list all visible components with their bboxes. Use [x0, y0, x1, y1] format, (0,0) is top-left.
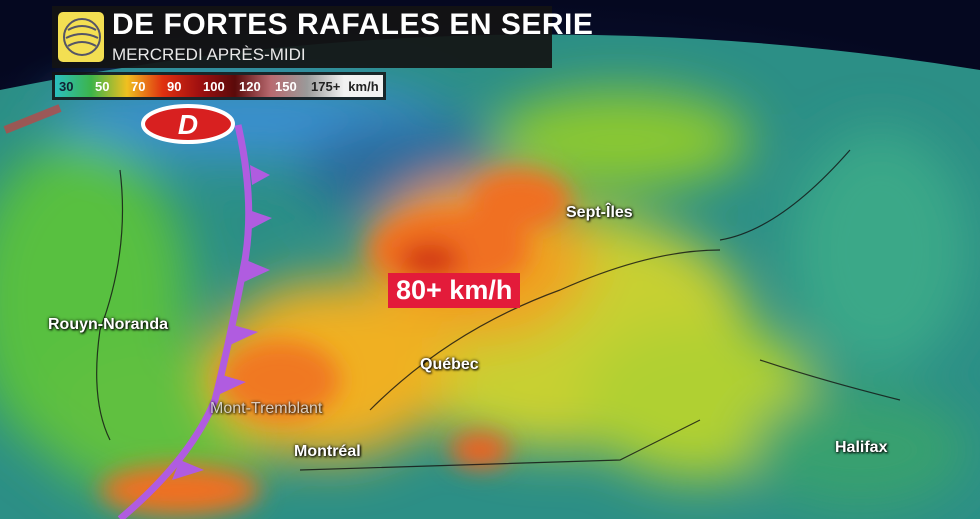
wind-speed-legend: 30 50 70 90 100 120 150 175+ km/h	[52, 72, 386, 100]
city-mont-tremblant: Mont-Tremblant	[210, 400, 323, 417]
city-quebec: Québec	[420, 356, 479, 373]
legend-item: 100	[199, 75, 235, 97]
low-pressure-symbol: D	[141, 104, 235, 144]
city-halifax: Halifax	[835, 439, 888, 456]
map-title: DE FORTES RAFALES EN SERIE	[112, 8, 594, 41]
cold-front	[117, 124, 253, 519]
legend-item: 150	[271, 75, 307, 97]
title-panel: DE FORTES RAFALES EN SERIE MERCREDI APRÈ…	[52, 6, 593, 68]
city-sept-iles: Sept-Îles	[566, 204, 633, 221]
legend-item: 50	[91, 75, 127, 97]
low-pressure-label: D	[178, 109, 198, 140]
city-rouyn-noranda: Rouyn-Noranda	[48, 316, 168, 333]
legend-item: 120	[235, 75, 271, 97]
legend-item: 30	[55, 75, 91, 97]
map-subtitle: MERCREDI APRÈS-MIDI	[112, 45, 306, 64]
weather-globe-icon	[58, 12, 104, 62]
gust-callout: 80+ km/h	[388, 273, 521, 308]
legend-item: 70	[127, 75, 163, 97]
legend-item: 175+	[307, 75, 345, 97]
city-montreal: Montréal	[294, 443, 361, 460]
legend-item: km/h	[344, 75, 383, 97]
legend-item: 90	[163, 75, 199, 97]
